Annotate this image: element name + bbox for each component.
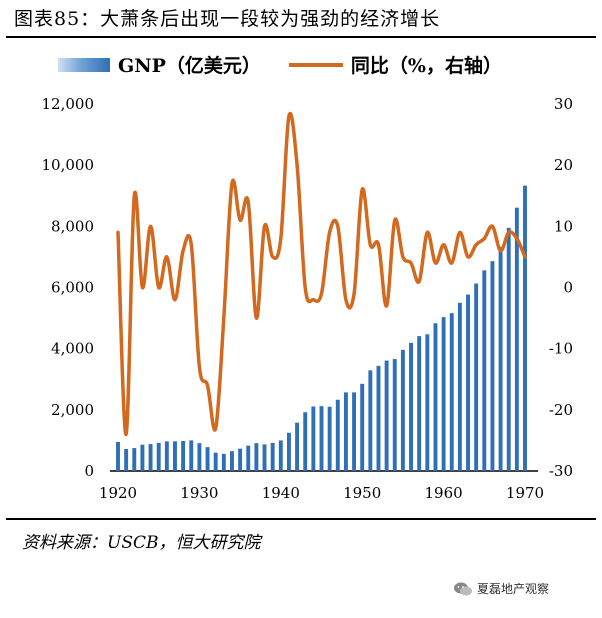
legend-line-swatch	[288, 62, 343, 67]
y-right-tick-label: -20	[549, 401, 573, 419]
gnp-bar	[482, 270, 487, 471]
y-axis-left-labels: 0 2,000 4,000 6,000 8,000 10,000 12,000	[42, 95, 95, 480]
x-tick-label: 1930	[180, 484, 218, 502]
gnp-bar	[140, 444, 145, 471]
source-note: 资料来源：USCB，恒大研究院	[22, 533, 261, 553]
y-right-tick-label: 0	[563, 279, 573, 297]
gnp-bar	[392, 359, 397, 471]
gnp-bar	[417, 336, 422, 471]
gnp-bar	[213, 452, 218, 471]
gnp-bar	[164, 441, 169, 471]
gnp-bar	[498, 246, 503, 471]
x-axis-labels: 1920 1930 1940 1950 1960 1970	[99, 484, 544, 502]
gnp-bar	[327, 406, 332, 471]
gnp-bar	[514, 207, 519, 472]
gnp-bar	[278, 440, 283, 471]
gnp-bar	[124, 448, 129, 471]
legend-line-label: 同比（%，右轴）	[350, 55, 502, 77]
gnp-bar	[254, 443, 259, 471]
gnp-bar	[270, 442, 275, 471]
gnp-bar	[466, 294, 470, 471]
x-tick-label: 1920	[99, 484, 137, 502]
gnp-bar	[523, 185, 527, 471]
y-right-tick-label: 10	[554, 217, 573, 235]
y-left-tick-label: 2,000	[51, 401, 94, 419]
gnp-bar	[506, 227, 511, 471]
yoy-growth-line	[116, 111, 527, 437]
gnp-bar	[376, 365, 381, 471]
gnp-bar	[116, 441, 120, 471]
gnp-bar	[368, 370, 373, 471]
gnp-bar	[457, 302, 462, 471]
gnp-bar	[197, 443, 202, 471]
gnp-bar	[319, 406, 324, 471]
gnp-bar	[400, 349, 405, 471]
gnp-bar	[246, 445, 251, 471]
y-left-tick-label: 8,000	[51, 217, 94, 235]
legend-bar-swatch	[58, 57, 110, 72]
gnp-bar	[303, 412, 308, 471]
title-rule	[6, 36, 596, 38]
gnp-bar	[173, 441, 177, 471]
gnp-bar	[425, 334, 430, 471]
gnp-bar	[262, 444, 267, 471]
x-tick-label: 1950	[343, 484, 381, 502]
gnp-bar	[360, 383, 365, 471]
gnp-bar	[352, 392, 357, 471]
gnp-bar	[156, 442, 161, 471]
y-right-tick-label: -10	[549, 340, 573, 358]
gnp-bar	[230, 451, 234, 471]
gnp-bar	[221, 453, 226, 471]
x-tick-label: 1970	[506, 484, 544, 502]
y-left-tick-label: 4,000	[51, 340, 94, 358]
y-left-tick-label: 12,000	[42, 95, 95, 113]
y-axis-right-labels: -30 -20 -10 0 10 20 30	[549, 95, 573, 480]
gnp-bar	[205, 447, 210, 471]
gnp-bar	[490, 261, 495, 471]
gnp-bar	[343, 392, 348, 471]
gnp-bar	[286, 432, 291, 471]
legend-bar-label: GNP（亿美元）	[118, 55, 261, 77]
gnp-bar	[148, 444, 153, 471]
y-left-tick-label: 10,000	[42, 156, 95, 174]
source-rule	[6, 518, 596, 520]
gnp-bar	[449, 313, 454, 471]
watermark-text: 夏磊地产观察	[477, 582, 550, 596]
wechat-icon	[454, 582, 472, 595]
gnp-bar	[335, 399, 340, 471]
y-left-tick-label: 6,000	[51, 279, 94, 297]
y-right-tick-label: 30	[554, 95, 573, 113]
gnp-bar	[474, 283, 479, 471]
gnp-bar	[409, 342, 413, 471]
chart-legend: GNP（亿美元） 同比（%，右轴）	[58, 51, 502, 78]
gnp-bar	[295, 422, 300, 471]
x-tick-label: 1940	[262, 484, 300, 502]
gnp-bar	[441, 317, 446, 471]
x-tick-label: 1960	[425, 484, 463, 502]
gnp-bar	[189, 440, 194, 471]
y-right-tick-label: -30	[549, 462, 573, 480]
gnp-bars	[116, 185, 527, 472]
y-right-tick-label: 20	[554, 156, 573, 174]
watermark: 夏磊地产观察	[453, 580, 549, 597]
gnp-chart: 0 2,000 4,000 6,000 8,000 10,000 12,000 -30 -20…	[42, 95, 574, 502]
gnp-bar	[311, 406, 316, 471]
gnp-bar	[384, 360, 389, 471]
gnp-bar	[132, 448, 137, 471]
gnp-bar	[181, 441, 186, 471]
chart-title: 图表85：大萧条后出现一段较为强劲的经济增长	[14, 8, 441, 30]
gnp-bar	[433, 323, 438, 471]
gnp-bar	[238, 448, 243, 471]
y-left-tick-label: 0	[84, 462, 94, 480]
